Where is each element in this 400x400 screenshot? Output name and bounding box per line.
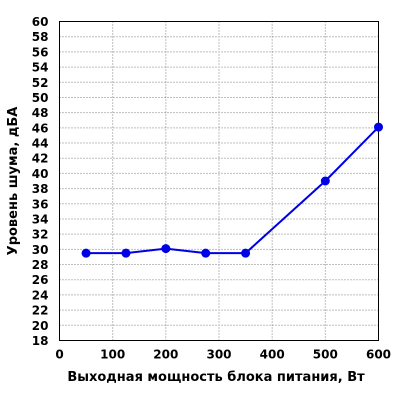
y-tick-label: 44 xyxy=(32,137,49,151)
y-axis-title: Уровень шума, дБА xyxy=(6,107,21,256)
grid xyxy=(59,21,379,341)
y-tick-label: 56 xyxy=(32,45,49,59)
y-tick-label: 24 xyxy=(32,288,49,302)
x-tick-label: 500 xyxy=(313,348,338,362)
x-tick-label: 0 xyxy=(55,348,63,362)
y-tick-label: 18 xyxy=(32,334,49,348)
y-tick-label: 40 xyxy=(32,167,49,181)
y-tick-label: 60 xyxy=(32,15,49,29)
y-tick-label: 54 xyxy=(32,61,49,75)
y-tick-label: 52 xyxy=(32,76,49,90)
data-point xyxy=(374,122,383,132)
x-axis-title: Выходная мощность блока питания, Вт xyxy=(67,370,365,385)
x-axis-ticks: 0 100 200 300 400 500 600 xyxy=(55,348,391,362)
y-tick-label: 30 xyxy=(32,243,49,257)
plot-frame xyxy=(59,21,379,341)
x-tick-label: 600 xyxy=(366,348,391,362)
y-tick-label: 32 xyxy=(32,228,49,242)
y-tick-label: 22 xyxy=(32,304,49,318)
y-tick-label: 48 xyxy=(32,106,49,120)
y-tick-label: 38 xyxy=(32,182,49,196)
y-tick-label: 28 xyxy=(32,258,49,272)
series-group xyxy=(81,122,383,258)
x-tick-label: 100 xyxy=(100,348,125,362)
y-tick-label: 20 xyxy=(32,319,49,333)
y-tick-label: 50 xyxy=(32,91,49,105)
y-tick-label: 36 xyxy=(32,197,49,211)
data-point xyxy=(241,248,251,258)
data-point xyxy=(121,248,131,258)
data-point xyxy=(201,248,211,258)
x-tick-label: 400 xyxy=(260,348,285,362)
x-tick-label: 200 xyxy=(153,348,178,362)
x-tick-label: 300 xyxy=(206,348,231,362)
y-tick-label: 26 xyxy=(32,273,49,287)
y-tick-label: 46 xyxy=(32,121,49,135)
y-tick-label: 58 xyxy=(32,30,49,44)
data-point xyxy=(320,176,330,186)
data-point xyxy=(81,248,91,258)
data-point xyxy=(161,244,171,254)
series-line xyxy=(86,126,380,255)
y-tick-label: 34 xyxy=(32,212,49,226)
y-tick-label: 42 xyxy=(32,152,49,166)
